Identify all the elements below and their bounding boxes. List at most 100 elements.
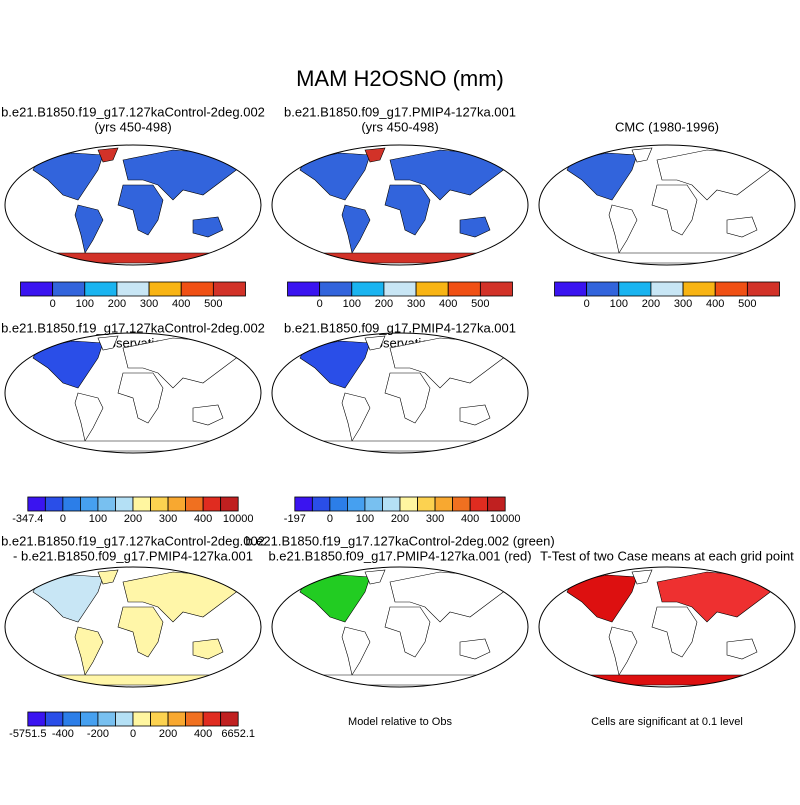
colorbar-box [180,281,214,297]
map-land [289,569,511,686]
colorbar-label: 400 [461,513,479,525]
colorbar-box [84,281,118,297]
map [271,144,529,266]
colorbar-label: 500 [204,298,222,310]
colorbar-label: 200 [375,298,393,310]
colorbar-label: 300 [674,298,692,310]
colorbar-label: 0 [317,298,323,310]
continent [97,335,119,351]
colorbar-box [185,711,204,727]
continent [192,216,224,238]
continent [341,204,371,254]
continent [117,606,164,658]
colorbar-label: 100 [343,298,361,310]
colorbar-label: 300 [159,513,177,525]
colorbar-box [415,281,449,297]
continent [74,626,104,676]
map [271,566,529,688]
colorbar-box [434,496,453,512]
panel-title: b.e21.B1850.f09_g17.PMIP4-127ka.001 (red… [268,548,531,563]
continent [117,184,164,236]
colorbar-box [383,281,417,297]
colorbar-label: 500 [738,298,756,310]
continent [22,674,244,686]
continent [726,216,758,238]
continent [459,216,491,238]
map [538,566,796,688]
map-land [22,569,244,686]
continent [608,626,638,676]
colorbar-label: 400 [194,728,212,740]
map-border [4,144,262,266]
continent [299,340,371,389]
colorbar-label: 0 [584,298,590,310]
colorbar-box [469,496,489,512]
continent [651,184,698,236]
continent [556,252,778,264]
continent [459,638,491,660]
continent [459,404,491,426]
colorbar-box [202,711,222,727]
colorbar-box [132,496,151,512]
continent [631,569,653,585]
colorbar-label: 400 [439,298,457,310]
continent [608,204,638,254]
colorbar-box [80,711,99,727]
map-border [4,566,262,688]
colorbar-box [586,281,620,297]
continent [566,574,638,623]
continent [22,252,244,264]
colorbar-label: 400 [172,298,190,310]
panel-title: (yrs 450-498) [94,119,171,134]
map-land [556,147,778,264]
colorbar-label: 100 [89,513,107,525]
continent [384,372,431,424]
continent [289,440,511,452]
colorbar-box [618,281,652,297]
continent [384,184,431,236]
continent [192,638,224,660]
colorbar-box [554,281,588,297]
continent [364,147,386,163]
continent [364,569,386,585]
colorbar-label: 100 [356,513,374,525]
map-land [22,147,244,264]
colorbar-box [746,281,780,297]
colorbar-box [319,281,353,297]
continent [32,152,104,201]
figure-title: MAM H2OSNO (mm) [296,66,504,91]
colorbar-box [329,496,348,512]
map-border [538,144,796,266]
colorbar-box [220,496,239,512]
colorbar-box [44,496,64,512]
colorbar-label: 300 [407,298,425,310]
map-land [289,335,511,452]
colorbar-label: 200 [391,513,409,525]
colorbar-label: 500 [471,298,489,310]
colorbar-label: -200 [87,728,109,740]
colorbar-box [452,496,471,512]
map [4,566,262,688]
continent [341,392,371,442]
colorbar-box [447,281,481,297]
colorbar-label: 0 [60,513,66,525]
colorbar-box [167,711,186,727]
colorbar-label: 200 [108,298,126,310]
colorbar-box [682,281,716,297]
continent [566,152,638,201]
colorbar-box [27,711,46,727]
colorbar-box [115,711,134,727]
colorbar-label: 0 [327,513,333,525]
panel-title: CMC (1980-1996) [615,119,719,134]
colorbar-box [399,496,418,512]
colorbar-box [52,281,86,297]
map-land [556,569,778,686]
colorbar-label: -347.4 [12,513,43,525]
colorbar-label: -400 [52,728,74,740]
continent [74,392,104,442]
colorbar-label: 200 [159,728,177,740]
colorbar-label: 0 [50,298,56,310]
colorbar-label: 400 [706,298,724,310]
continent [74,204,104,254]
continent [192,404,224,426]
